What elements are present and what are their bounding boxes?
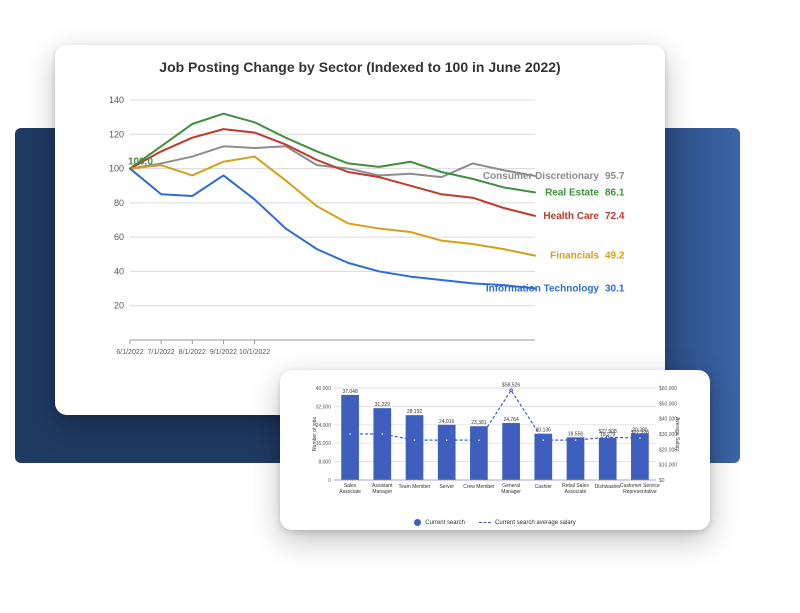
svg-text:40: 40 xyxy=(114,266,124,276)
legend-item-bars: Current search xyxy=(414,519,465,526)
svg-text:18,556: 18,556 xyxy=(568,431,584,437)
svg-text:24,000: 24,000 xyxy=(316,423,332,429)
svg-text:86.1: 86.1 xyxy=(605,187,625,198)
stage: Job Posting Change by Sector (Indexed to… xyxy=(0,0,800,613)
svg-text:$50,000: $50,000 xyxy=(659,401,677,407)
svg-text:$58,526: $58,526 xyxy=(502,382,520,388)
svg-text:6/1/2022: 6/1/2022 xyxy=(116,349,143,356)
svg-text:Manager: Manager xyxy=(372,489,392,495)
legend-item-line: Current search average salary xyxy=(479,519,576,526)
svg-text:Consumer Discretionary: Consumer Discretionary xyxy=(483,171,600,182)
svg-text:Information Technology: Information Technology xyxy=(486,283,600,294)
svg-text:Average Salary: Average Salary xyxy=(674,417,680,452)
svg-text:$60,000: $60,000 xyxy=(659,386,677,392)
bar-chart-legend: Current search Current search average sa… xyxy=(280,519,710,526)
svg-text:8,000: 8,000 xyxy=(318,460,331,466)
svg-text:30.1: 30.1 xyxy=(605,283,625,294)
svg-text:Financials: Financials xyxy=(550,251,599,262)
svg-text:16,000: 16,000 xyxy=(316,441,332,447)
svg-text:140: 140 xyxy=(109,95,124,105)
svg-text:Number of jobs: Number of jobs xyxy=(312,417,318,451)
svg-text:100: 100 xyxy=(109,164,124,174)
svg-text:20: 20 xyxy=(114,301,124,311)
dash-icon xyxy=(479,522,491,523)
svg-text:Manager: Manager xyxy=(501,489,521,495)
svg-text:60: 60 xyxy=(114,232,124,242)
svg-text:Cashier: Cashier xyxy=(535,484,553,490)
svg-text:28,192: 28,192 xyxy=(407,409,423,415)
svg-text:Server: Server xyxy=(439,484,454,490)
svg-text:Crew Member: Crew Member xyxy=(463,484,495,490)
svg-text:31,229: 31,229 xyxy=(375,402,391,408)
circle-icon xyxy=(414,519,421,526)
main-chart-title: Job Posting Change by Sector (Indexed to… xyxy=(55,59,665,75)
svg-text:72.4: 72.4 xyxy=(605,211,625,222)
svg-text:9/1/2022: 9/1/2022 xyxy=(210,349,237,356)
svg-text:100.0: 100.0 xyxy=(128,157,153,168)
main-chart-card: Job Posting Change by Sector (Indexed to… xyxy=(55,45,665,415)
svg-text:0: 0 xyxy=(328,478,331,484)
svg-text:10/1/2022: 10/1/2022 xyxy=(239,349,270,356)
main-chart-plot: 20 40 60 80 100 120 140 6/1/2022 7/1/2022 8/1/202… xyxy=(110,95,645,365)
svg-text:Associate: Associate xyxy=(339,489,361,495)
svg-text:Real Estate: Real Estate xyxy=(545,187,599,198)
svg-text:24,016: 24,016 xyxy=(439,419,455,425)
legend-bars-label: Current search xyxy=(425,520,465,526)
svg-text:32,000: 32,000 xyxy=(316,404,332,410)
svg-text:120: 120 xyxy=(109,129,124,139)
svg-text:40,000: 40,000 xyxy=(316,386,332,392)
svg-text:Health Care: Health Care xyxy=(543,211,599,222)
svg-text:7/1/2022: 7/1/2022 xyxy=(148,349,175,356)
svg-text:Dishwasher: Dishwasher xyxy=(595,484,621,490)
svg-text:23,381: 23,381 xyxy=(471,420,487,426)
bar-chart-card: 0 8,000 16,000 24,000 32,000 40,000 $0 $10,000 $… xyxy=(280,370,710,530)
svg-text:8/1/2022: 8/1/2022 xyxy=(179,349,206,356)
svg-text:49.2: 49.2 xyxy=(605,251,625,262)
svg-text:95.7: 95.7 xyxy=(605,171,625,182)
svg-text:20,136: 20,136 xyxy=(536,428,552,434)
svg-text:$27,908: $27,908 xyxy=(599,429,617,435)
svg-text:$10,000: $10,000 xyxy=(659,463,677,469)
svg-text:Associate: Associate xyxy=(565,489,587,495)
svg-text:24,764: 24,764 xyxy=(503,417,519,423)
svg-text:Team Member: Team Member xyxy=(399,484,431,490)
svg-text:$0: $0 xyxy=(659,478,665,484)
svg-text:37,048: 37,048 xyxy=(342,389,358,395)
svg-text:80: 80 xyxy=(114,198,124,208)
legend-line-label: Current search average salary xyxy=(495,520,576,526)
svg-text:$27,328: $27,328 xyxy=(631,430,649,436)
bar-chart-plot: 0 8,000 16,000 24,000 32,000 40,000 $0 $10,000 $… xyxy=(310,382,680,502)
svg-text:Representative: Representative xyxy=(623,489,657,495)
